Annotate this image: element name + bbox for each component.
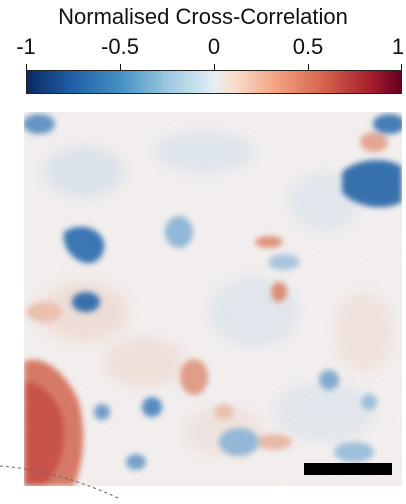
tick-label: 0 [207,34,221,59]
scale-bar [304,463,392,475]
tick-label: -1 [16,34,36,59]
tick-mark [120,64,121,70]
colorbar-axis: -1 -0.5 0 0.5 1 [16,34,405,98]
connector-dashed-line [0,465,119,499]
tick-label: -0.5 [101,34,139,59]
colorbar-title: Normalised Cross-Correlation [58,4,348,29]
tick-mark [401,64,402,70]
tick-mark [214,64,215,70]
correlation-map-image [24,112,402,486]
tick-label: 1 [391,34,405,59]
tick-mark [26,64,27,70]
colorbar-gradient [26,70,402,94]
correlation-map [24,112,402,486]
tick-label: 0.5 [292,34,324,59]
tick-mark [308,64,309,70]
